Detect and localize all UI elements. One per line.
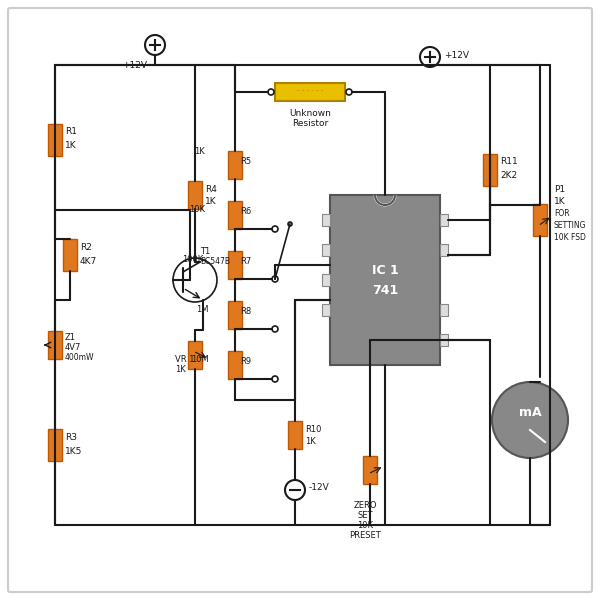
FancyBboxPatch shape — [228, 151, 242, 179]
Text: 10M: 10M — [191, 355, 209, 364]
Text: P1: P1 — [554, 185, 565, 194]
Text: 1K: 1K — [554, 197, 566, 206]
FancyBboxPatch shape — [533, 204, 547, 236]
Text: BC547B: BC547B — [200, 257, 230, 266]
Text: - - - - - -: - - - - - - — [297, 87, 323, 93]
Text: Z1: Z1 — [65, 332, 76, 341]
FancyBboxPatch shape — [8, 8, 592, 592]
Text: R6: R6 — [240, 208, 251, 217]
FancyBboxPatch shape — [322, 214, 330, 226]
Circle shape — [272, 326, 278, 332]
Text: +12V: +12V — [122, 61, 148, 70]
Text: mA: mA — [518, 406, 541, 419]
Text: R10: R10 — [305, 425, 322, 433]
Text: 1K5: 1K5 — [65, 446, 82, 455]
Text: 1K: 1K — [305, 437, 316, 445]
Text: R1: R1 — [65, 127, 77, 136]
Text: 10K: 10K — [357, 520, 373, 529]
FancyBboxPatch shape — [188, 181, 202, 209]
FancyBboxPatch shape — [188, 341, 202, 369]
Text: 100K: 100K — [182, 254, 203, 263]
FancyBboxPatch shape — [440, 214, 448, 226]
Text: VR 1: VR 1 — [175, 355, 194, 364]
Text: 4V7: 4V7 — [65, 343, 82, 352]
Circle shape — [288, 222, 292, 226]
Text: IC 1: IC 1 — [371, 263, 398, 277]
Text: PRESET: PRESET — [349, 530, 381, 539]
Text: 400mW: 400mW — [65, 352, 95, 361]
Circle shape — [492, 382, 568, 458]
Circle shape — [346, 89, 352, 95]
FancyBboxPatch shape — [330, 195, 440, 365]
Text: R3: R3 — [65, 433, 77, 442]
FancyBboxPatch shape — [440, 304, 448, 316]
FancyBboxPatch shape — [322, 304, 330, 316]
Text: 1K: 1K — [194, 146, 205, 155]
Circle shape — [272, 226, 278, 232]
Text: 4K7: 4K7 — [80, 257, 97, 265]
FancyBboxPatch shape — [228, 301, 242, 329]
Text: T1: T1 — [200, 247, 210, 257]
Text: R5: R5 — [240, 157, 251, 166]
Text: 1K: 1K — [65, 142, 77, 151]
Text: 1K: 1K — [205, 196, 217, 205]
Text: ZERO: ZERO — [353, 500, 377, 509]
FancyBboxPatch shape — [440, 334, 448, 346]
Circle shape — [272, 376, 278, 382]
FancyBboxPatch shape — [63, 239, 77, 271]
Text: 2K2: 2K2 — [500, 172, 517, 181]
FancyBboxPatch shape — [363, 456, 377, 484]
FancyBboxPatch shape — [228, 251, 242, 279]
FancyBboxPatch shape — [275, 83, 345, 101]
Text: R2: R2 — [80, 242, 92, 251]
Text: SET: SET — [357, 511, 373, 520]
FancyBboxPatch shape — [228, 201, 242, 229]
FancyBboxPatch shape — [288, 421, 302, 449]
Text: Resistor: Resistor — [292, 119, 328, 128]
Text: SETTING: SETTING — [554, 221, 587, 230]
FancyBboxPatch shape — [48, 124, 62, 156]
Text: 10K FSD: 10K FSD — [554, 233, 586, 242]
Text: 1M: 1M — [197, 304, 209, 313]
FancyBboxPatch shape — [483, 154, 497, 186]
FancyBboxPatch shape — [322, 274, 330, 286]
Text: -12V: -12V — [309, 484, 330, 493]
Text: R9: R9 — [240, 358, 251, 367]
Circle shape — [272, 276, 278, 282]
Text: FOR: FOR — [554, 209, 569, 218]
FancyBboxPatch shape — [48, 331, 62, 359]
Circle shape — [268, 89, 274, 95]
FancyBboxPatch shape — [440, 244, 448, 256]
Text: R11: R11 — [500, 157, 518, 166]
Text: R4: R4 — [205, 185, 217, 193]
Text: R7: R7 — [240, 257, 251, 266]
Text: +12V: +12V — [444, 50, 469, 59]
Text: 741: 741 — [372, 283, 398, 296]
Text: 10K: 10K — [189, 205, 205, 214]
FancyBboxPatch shape — [228, 351, 242, 379]
Text: Unknown: Unknown — [289, 109, 331, 118]
FancyBboxPatch shape — [322, 244, 330, 256]
FancyBboxPatch shape — [48, 429, 62, 461]
Text: R8: R8 — [240, 307, 251, 317]
Text: 1K: 1K — [175, 364, 186, 373]
